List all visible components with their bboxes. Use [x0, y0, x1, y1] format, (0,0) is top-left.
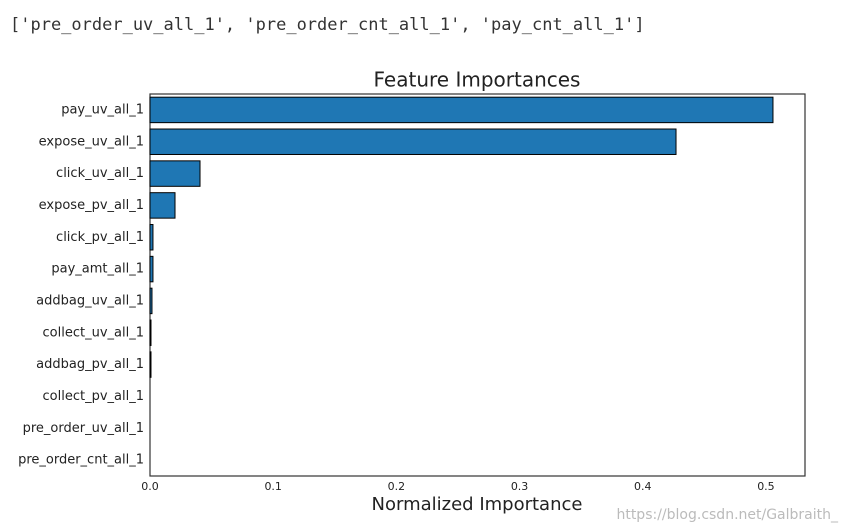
y-tick-label: expose_pv_all_1 — [39, 198, 144, 213]
y-tick-label: addbag_pv_all_1 — [36, 357, 144, 372]
watermark: https://blog.csdn.net/Galbraith_ — [616, 507, 839, 523]
y-tick-label: pay_amt_all_1 — [51, 262, 144, 277]
output-text: ['pre_order_uv_all_1', 'pre_order_cnt_al… — [10, 15, 645, 35]
bar — [149, 351, 152, 378]
x-tick-label: 0.5 — [757, 480, 775, 493]
bar — [149, 128, 677, 155]
y-tick-label: collect_pv_all_1 — [43, 389, 144, 404]
bar — [149, 192, 176, 219]
y-tick-label: collect_uv_all_1 — [43, 325, 144, 340]
x-tick-label: 0.4 — [634, 480, 652, 493]
y-tick-label: click_uv_all_1 — [56, 166, 144, 181]
chart-title: Feature Importances — [374, 68, 581, 92]
y-tick-label: addbag_uv_all_1 — [36, 293, 144, 308]
bar — [149, 96, 774, 124]
x-tick-label: 0.3 — [511, 480, 529, 493]
y-tick-label: pre_order_uv_all_1 — [23, 421, 144, 436]
y-tick-label: expose_uv_all_1 — [39, 134, 144, 149]
y-tick-label: click_pv_all_1 — [56, 230, 144, 245]
bar — [149, 224, 154, 251]
bar — [149, 160, 201, 187]
y-tick-label: pre_order_cnt_all_1 — [18, 453, 144, 468]
bar — [149, 287, 153, 315]
x-tick-label: 0.0 — [141, 480, 159, 493]
plot-frame — [149, 93, 806, 477]
bar — [149, 319, 152, 346]
x-axis-label: Normalized Importance — [372, 494, 583, 515]
x-tick-label: 0.2 — [388, 480, 406, 493]
bar — [149, 255, 154, 283]
x-tick-label: 0.1 — [264, 480, 282, 493]
y-tick-label: pay_uv_all_1 — [61, 102, 144, 117]
